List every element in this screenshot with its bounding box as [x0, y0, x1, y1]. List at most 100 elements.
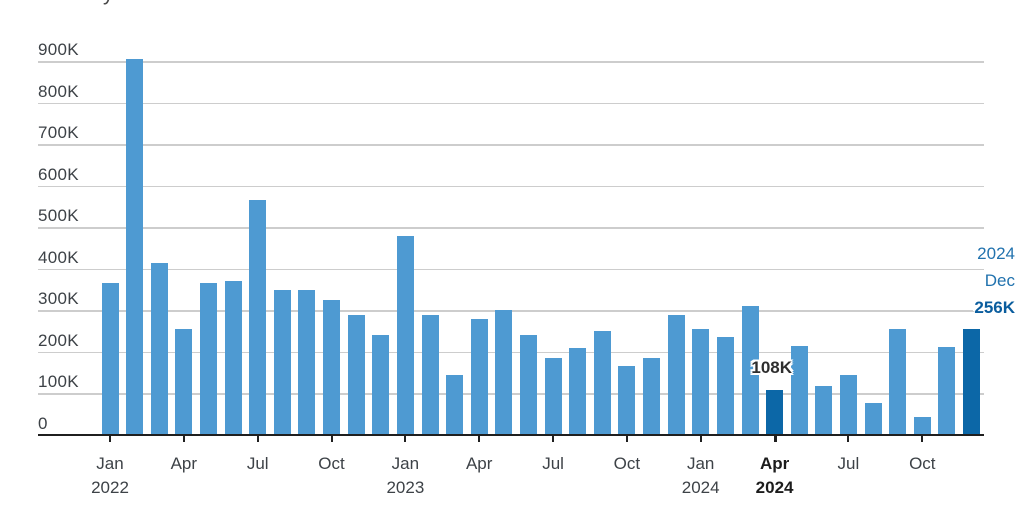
- y-axis-label: 300K: [38, 289, 79, 309]
- x-axis-tick: [699, 436, 702, 442]
- x-axis-label: Apr: [146, 452, 222, 476]
- bar-jul-2022: [249, 200, 267, 435]
- x-axis-month: Jan: [96, 454, 124, 473]
- bar-mar-2024: [741, 306, 759, 435]
- x-axis-year: 2024: [755, 478, 794, 497]
- x-axis-label: Jul: [515, 452, 591, 476]
- bar-apr-2022: [175, 329, 193, 435]
- x-axis-label: Oct: [884, 452, 960, 476]
- bar-jun-2024: [815, 386, 833, 435]
- bar-aug-2022: [273, 289, 291, 435]
- bar-mar-2022: [150, 262, 168, 435]
- bar-nov-2022: [347, 314, 365, 435]
- gridline: [38, 268, 984, 271]
- y-axis-label: 700K: [38, 123, 79, 143]
- x-axis-year: 2023: [386, 478, 425, 497]
- annotation-apr-2024-value: 108K: [751, 358, 792, 377]
- bar-dec-2024: [963, 328, 980, 435]
- bar-jun-2022: [224, 281, 242, 435]
- bar-jul-2024: [839, 374, 857, 435]
- bar-jan-2024: [692, 329, 710, 435]
- bar-sep-2024: [889, 329, 907, 435]
- x-axis-line: [38, 434, 984, 436]
- bar-may-2023: [495, 310, 513, 435]
- gridline: [38, 102, 984, 105]
- x-axis-tick: [330, 436, 333, 442]
- x-axis-label: Apr 2024: [737, 452, 813, 500]
- x-axis-month: Oct: [318, 454, 345, 473]
- gridline: [38, 144, 984, 146]
- y-axis-label: 200K: [38, 330, 79, 350]
- bar-sep-2022: [298, 289, 316, 435]
- bar-nov-2023: [643, 358, 660, 435]
- x-axis-month: Jul: [837, 454, 860, 473]
- bar-may-2022: [200, 283, 217, 435]
- y-axis-label: 600K: [38, 164, 79, 184]
- x-axis-month: Jan: [391, 454, 420, 473]
- bar-dec-2022: [372, 335, 390, 435]
- x-axis-tick: [625, 436, 628, 442]
- x-axis-tick: [478, 436, 481, 442]
- y-axis-label: 400K: [38, 247, 79, 267]
- x-axis-month: Jan: [686, 454, 715, 473]
- bar-jun-2023: [519, 335, 537, 435]
- bar-mar-2023: [446, 374, 464, 435]
- x-axis-month: Apr: [170, 454, 198, 473]
- annotation-dec-year: 2024: [977, 244, 1015, 263]
- x-axis-month: Oct: [909, 454, 936, 473]
- cropped-title-fragment: y: [103, 0, 121, 7]
- x-axis-month: Apr: [759, 454, 790, 473]
- bar-jan-2023: [396, 235, 414, 435]
- bar-apr-2024: [766, 390, 784, 435]
- bar-may-2024: [790, 345, 808, 435]
- y-axis-label: 100K: [38, 372, 79, 392]
- bar-aug-2024: [864, 402, 882, 435]
- x-axis-month: Jul: [542, 454, 564, 473]
- x-axis-label: Apr: [441, 452, 517, 476]
- annotation-dec-month: Dec: [984, 271, 1015, 290]
- bar-apr-2023: [470, 318, 488, 435]
- x-axis-tick: [109, 436, 111, 442]
- bar-jul-2023: [544, 358, 562, 435]
- y-axis-label: 0: [38, 414, 48, 433]
- x-axis-tick: [404, 436, 407, 442]
- bar-feb-2022: [126, 58, 144, 435]
- bar-oct-2022: [323, 299, 340, 435]
- x-axis-label: Jan 2023: [367, 452, 443, 500]
- x-axis-tick: [921, 436, 924, 442]
- bar-aug-2023: [569, 347, 587, 435]
- bar-feb-2023: [421, 314, 439, 435]
- bar-oct-2024: [913, 416, 931, 435]
- bar-jan-2022: [101, 283, 119, 435]
- x-axis-label: Oct: [294, 452, 370, 476]
- bar-nov-2024: [938, 346, 956, 435]
- x-axis-label: Jan 2024: [663, 452, 739, 500]
- bar-oct-2023: [618, 366, 636, 435]
- x-axis-label: Jul: [810, 452, 886, 476]
- bar-feb-2024: [716, 337, 734, 435]
- y-axis-label: 500K: [38, 206, 79, 226]
- gridline: [38, 61, 984, 63]
- x-axis-label: Jan 2022: [72, 452, 148, 500]
- x-axis-tick: [773, 436, 777, 442]
- bar-dec-2023: [667, 314, 685, 435]
- bar-sep-2023: [593, 331, 611, 435]
- x-axis-tick: [256, 436, 259, 442]
- x-axis-tick: [847, 436, 850, 442]
- y-axis-label: 800K: [38, 81, 79, 101]
- gridline: [38, 185, 984, 188]
- x-axis-month: Apr: [465, 454, 493, 473]
- x-axis-label: Jul: [220, 452, 296, 476]
- x-axis-label: Oct: [589, 452, 665, 476]
- gridline: [38, 227, 984, 229]
- x-axis-tick: [182, 436, 185, 442]
- annotation-dec-2024: 2024 Dec 256K: [895, 240, 1015, 321]
- x-axis-month: Jul: [246, 454, 269, 473]
- annotation-dec-value: 256K: [974, 298, 1015, 317]
- y-axis-label: 900K: [38, 40, 79, 59]
- x-axis-month: Oct: [613, 454, 641, 473]
- x-axis-year: 2024: [681, 478, 720, 497]
- x-axis-year: 2022: [91, 478, 129, 497]
- x-axis-tick: [552, 436, 555, 442]
